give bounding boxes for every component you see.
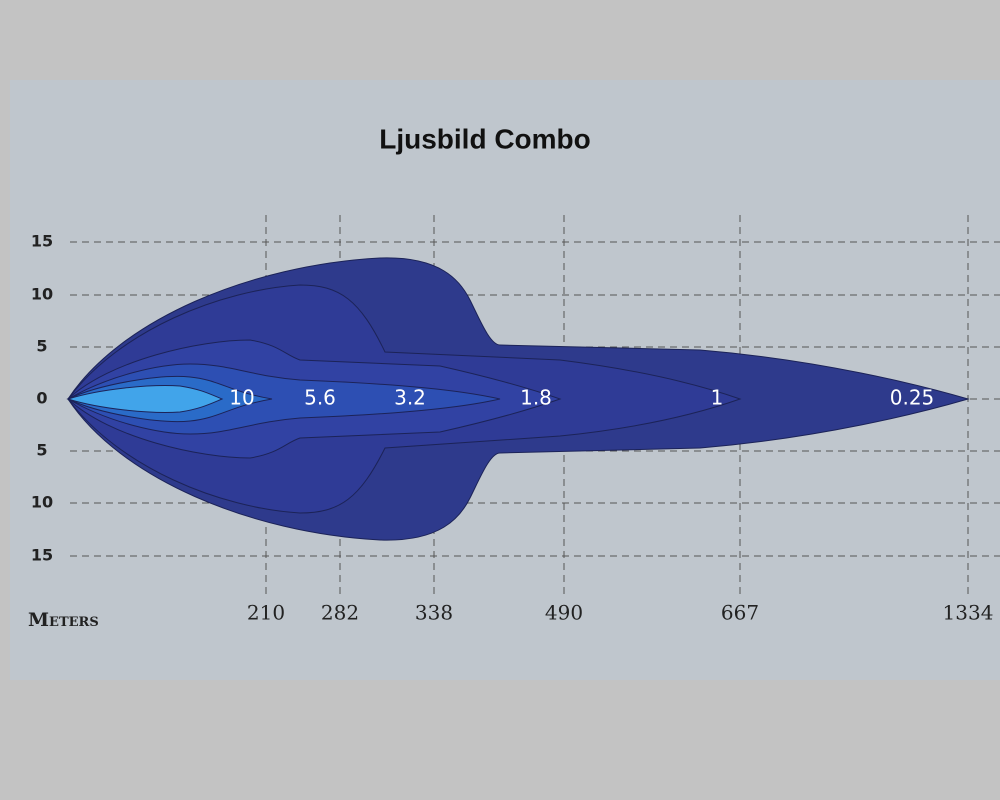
x-labels: Meters 210 282 338 490 667 1334 bbox=[28, 601, 993, 632]
y-label: 5 bbox=[36, 441, 47, 460]
y-label: 0 bbox=[36, 389, 47, 408]
x-label: 282 bbox=[321, 601, 359, 625]
zone-label: 1 bbox=[711, 386, 724, 410]
zone-label: 5.6 bbox=[304, 386, 336, 410]
y-label: 10 bbox=[31, 285, 53, 304]
beam bbox=[66, 257, 970, 541]
y-label: 15 bbox=[31, 232, 53, 251]
x-label: 1334 bbox=[943, 601, 994, 625]
x-label: 667 bbox=[721, 601, 759, 625]
x-axis-label: Meters bbox=[28, 609, 99, 631]
zone-label: 3.2 bbox=[394, 386, 426, 410]
zone-label: 10 bbox=[229, 386, 254, 410]
title: Ljusbild Combo bbox=[379, 123, 591, 154]
zone-5 bbox=[66, 385, 224, 413]
x-label: 338 bbox=[415, 601, 453, 625]
x-label: 490 bbox=[545, 601, 583, 625]
y-label: 10 bbox=[31, 493, 53, 512]
zone-label: 1.8 bbox=[520, 386, 552, 410]
zone-label: 0.25 bbox=[890, 386, 935, 410]
y-label: 15 bbox=[31, 546, 53, 565]
y-label: 5 bbox=[36, 337, 47, 356]
y-labels: 15 10 5 0 5 10 15 bbox=[31, 232, 53, 565]
zone-labels: 10 5.6 3.2 1.8 1 0.25 bbox=[229, 386, 934, 410]
x-label: 210 bbox=[247, 601, 285, 625]
